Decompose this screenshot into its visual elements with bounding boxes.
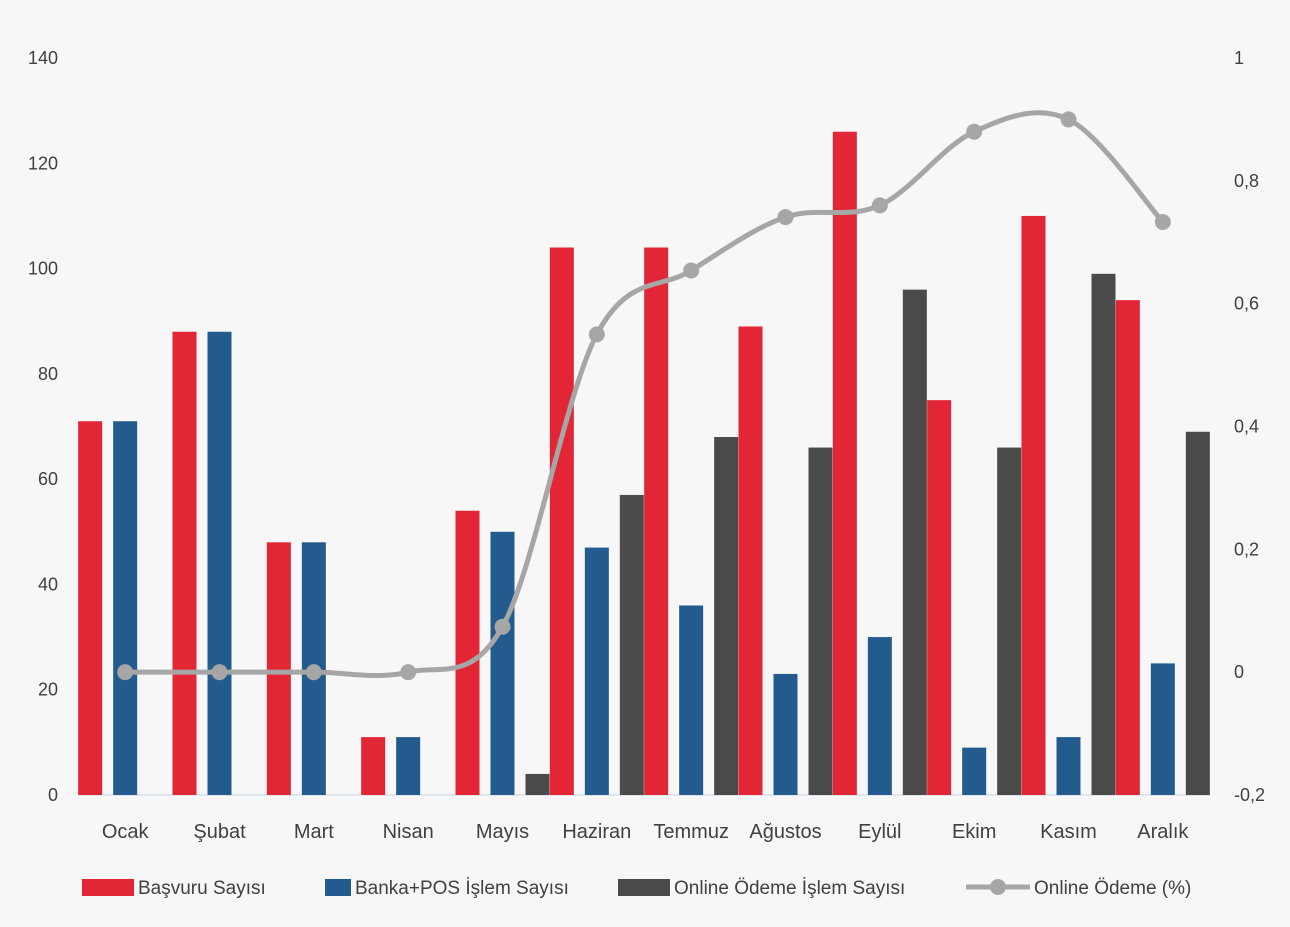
- bar-0-1: [172, 331, 197, 795]
- line-point-11: [1154, 213, 1171, 230]
- line-point-0: [117, 664, 134, 681]
- line-point-10: [1060, 111, 1077, 128]
- x-tick-label: Ekim: [952, 821, 996, 843]
- x-tick-label: Ocak: [102, 821, 150, 843]
- y-left-tick-label: 40: [38, 574, 58, 594]
- legend-swatch: [325, 879, 351, 896]
- line-point-7: [777, 209, 794, 226]
- axis-layer: 0 20 40 60 80 100 120 140 -0,2 0 0,2 0,4 0,6 0,8 1 Ocak…: [28, 48, 1265, 843]
- y-left-tick-label: 100: [28, 259, 58, 279]
- bar-2-6: [714, 437, 739, 795]
- bar-0-0: [78, 421, 103, 795]
- bars-layer: [78, 131, 1210, 796]
- y-left-tick-label: 0: [48, 785, 58, 805]
- x-tick-label: Ağustos: [749, 821, 821, 843]
- y-right-tick-label: 0: [1234, 662, 1244, 682]
- legend-swatch: [618, 879, 670, 896]
- bar-1-4: [490, 531, 515, 795]
- bar-0-8: [832, 131, 857, 795]
- bar-2-7: [808, 447, 833, 795]
- bar-2-8: [902, 289, 927, 795]
- line-point-2: [305, 664, 322, 681]
- bar-1-1: [207, 331, 232, 795]
- bar-0-11: [1115, 300, 1140, 795]
- bar-1-5: [584, 547, 609, 795]
- line-layer: [117, 110, 1171, 681]
- bar-0-6: [644, 247, 669, 795]
- x-tick-label: Haziran: [562, 821, 631, 843]
- legend-marker: [990, 879, 1006, 895]
- y-left-tick-label: 140: [28, 48, 58, 68]
- y-right-tick-label: 1: [1234, 48, 1244, 68]
- legend-layer: Başvuru Sayısı Banka+POS İşlem Sayısı Onli…: [82, 878, 1191, 899]
- y-left-tick-label: 120: [28, 153, 58, 173]
- y-right-tick-label: 0,8: [1234, 171, 1259, 191]
- legend-label: Banka+POS İşlem Sayısı: [355, 878, 569, 899]
- legend-label: Başvuru Sayısı: [138, 878, 266, 899]
- y-right-tick-label: 0,6: [1234, 294, 1259, 314]
- y-left-tick-label: 60: [38, 469, 58, 489]
- x-tick-label: Aralık: [1137, 821, 1189, 843]
- x-tick-label: Kasım: [1040, 821, 1097, 843]
- x-tick-label: Şubat: [193, 821, 246, 843]
- bar-1-10: [1056, 737, 1081, 795]
- line-point-5: [588, 326, 605, 343]
- legend-swatch: [82, 879, 134, 896]
- bar-2-4: [525, 773, 550, 795]
- bar-1-9: [962, 747, 987, 795]
- y-right-tick-label: -0,2: [1234, 785, 1265, 805]
- bar-0-5: [549, 247, 574, 795]
- bar-1-3: [396, 737, 421, 795]
- x-tick-label: Eylül: [858, 821, 901, 843]
- line-point-3: [400, 664, 417, 681]
- legend-label: Online Ödeme İşlem Sayısı: [674, 878, 905, 899]
- bar-0-4: [455, 510, 480, 795]
- y-left-tick-label: 20: [38, 680, 58, 700]
- bar-1-0: [113, 421, 138, 795]
- x-tick-label: Mayıs: [476, 821, 529, 843]
- x-tick-label: Nisan: [383, 821, 434, 843]
- line-point-8: [871, 197, 888, 214]
- bar-0-3: [361, 737, 386, 795]
- x-tick-label: Temmuz: [653, 821, 729, 843]
- y-left-tick-label: 80: [38, 364, 58, 384]
- bar-1-6: [679, 605, 704, 795]
- line-point-6: [683, 262, 700, 279]
- bar-0-10: [1021, 215, 1046, 795]
- y-right-tick-label: 0,4: [1234, 417, 1259, 437]
- bar-1-7: [773, 673, 798, 795]
- bar-0-9: [927, 400, 952, 795]
- bar-1-8: [867, 637, 892, 795]
- y-right-tick-label: 0,2: [1234, 539, 1259, 559]
- line-point-9: [966, 123, 983, 140]
- line-point-4: [494, 618, 511, 635]
- line-point-1: [211, 664, 228, 681]
- bar-2-9: [997, 447, 1022, 795]
- bar-0-7: [738, 326, 763, 795]
- bar-1-11: [1150, 663, 1175, 795]
- bar-2-5: [619, 494, 644, 795]
- bar-2-10: [1091, 273, 1116, 796]
- bar-2-11: [1185, 431, 1210, 795]
- bar-0-2: [266, 542, 291, 795]
- legend-label: Online Ödeme (%): [1034, 878, 1191, 899]
- x-tick-label: Mart: [294, 821, 334, 843]
